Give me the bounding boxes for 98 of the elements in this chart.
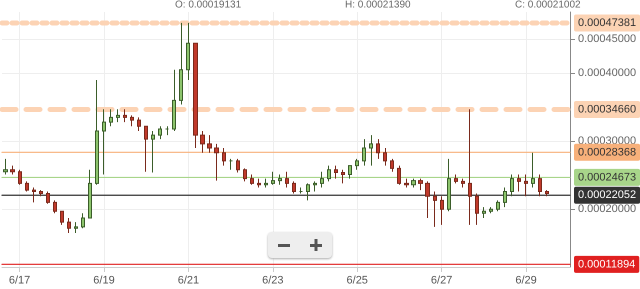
x-tick-label: 6/21 [178,274,200,286]
text: O: 0.00019131 [175,0,242,10]
candlestick [482,206,486,219]
candlestick [53,200,57,214]
y-tick-label: 0.00040000 [578,67,636,80]
candlestick [222,148,226,166]
y-tick-label: 0.00030000 [578,135,636,148]
candlestick [538,174,542,197]
text: C: 0.00021002 [515,0,582,10]
candlestick [461,178,465,188]
x-tick-label: 6/17 [8,274,30,286]
candlestick [109,108,113,127]
candlestick [362,138,366,166]
candlestick [390,158,394,172]
candlestick [102,108,106,176]
candlestick [510,174,514,197]
candlestick [179,22,183,105]
candlestick [383,148,387,166]
candlestick [545,190,549,197]
candlestick [10,165,15,176]
candlestick [425,180,430,219]
candlestick [327,165,331,182]
y-tick-label: 0.00045000 [578,33,636,46]
candlestick [285,171,289,188]
candlestick [531,152,535,188]
candlestick [397,165,401,186]
candlestick [144,126,148,172]
candlestick [200,130,205,154]
candlestick [313,180,317,192]
candlestick [517,174,521,192]
ref-line-label: 0.00022052 [578,189,636,202]
candlestick [81,212,85,229]
candlestick [74,222,78,234]
candlestick [334,165,338,180]
ref-line-label: 0.00011894 [578,258,636,270]
candlestick [3,158,8,176]
candlestick [278,174,282,186]
candlestick [25,180,29,192]
candlestick [475,193,479,226]
candlestick [271,171,275,186]
candlestick [243,168,247,182]
candlestick [214,143,219,182]
candlestick [88,169,92,219]
candlestick [348,165,352,180]
candlestick [489,206,493,214]
x-tick-label: 6/19 [93,274,115,286]
candlestick [95,80,99,186]
candlestick [433,191,437,228]
candlestick [404,178,409,188]
candlestick [186,22,190,80]
ref-line-label: 0.00024673 [578,171,636,184]
candlestick [18,169,22,186]
candlestick [292,180,296,194]
candlestick [496,200,500,212]
candlestick [116,108,120,123]
candlestick [468,108,472,226]
candlestick [172,69,176,132]
candlestick [440,196,444,226]
candlestick [67,218,71,234]
candlestick [454,174,458,184]
candlestick [193,42,198,148]
candlestick [299,186,303,194]
candlestick [257,178,261,188]
candlestick [524,174,528,197]
ref-line-label: 0.00034660 [578,104,636,116]
candlestick [39,190,43,197]
candlestick [60,210,64,226]
candlestick [306,182,310,201]
candlestick [207,134,212,154]
candlestick [418,178,423,191]
candlestick [123,108,127,123]
candlestick [137,116,141,132]
x-tick-label: 6/23 [262,274,284,286]
x-tick-label: 6/29 [515,274,537,286]
x-tick-label: 6/25 [346,274,368,286]
candlestick [355,158,359,170]
candlestick [250,174,254,186]
x-tick-label: 6/27 [430,274,452,286]
candlestick [369,134,373,166]
candlestick [503,186,507,208]
candlestick [32,186,36,203]
candlestick [447,158,451,212]
candlestick [320,171,324,188]
candlestick [341,169,345,184]
candlestick [130,114,134,127]
candlestick [229,158,233,170]
candlestick [411,178,416,188]
candlestick [264,178,268,188]
y-tick-label: 0.00020000 [578,203,636,216]
ref-line-label: 0.00028368 [578,146,636,158]
candlestick [376,138,380,160]
text: H: 0.00021390 [345,0,412,10]
ref-line-label: 0.00047381 [578,17,636,30]
candlestick [151,130,155,173]
candlestick [236,158,240,173]
candlestick [165,126,169,136]
candlestick [46,191,50,204]
candlestick [158,126,162,140]
